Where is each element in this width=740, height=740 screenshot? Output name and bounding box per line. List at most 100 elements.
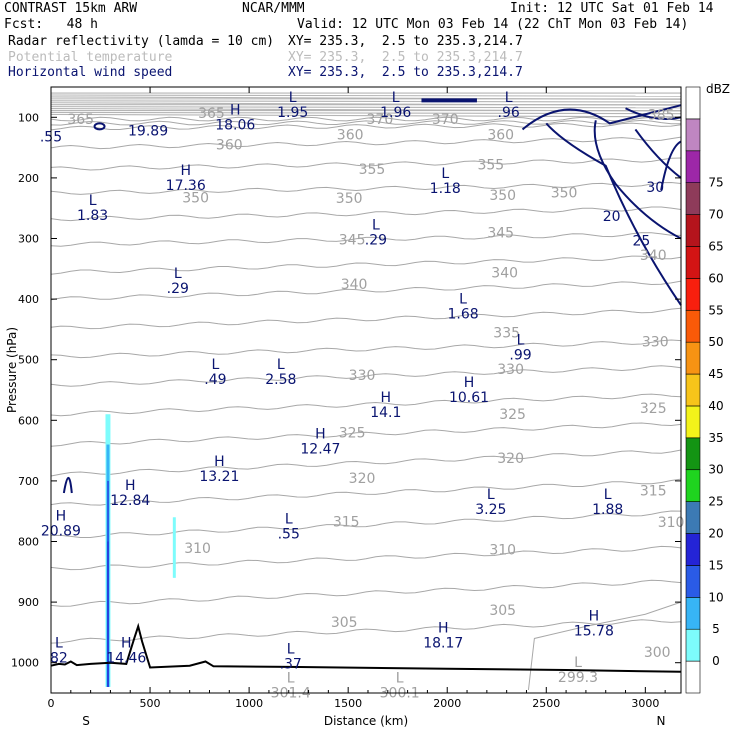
theta-line (50, 393, 682, 417)
extremum-kind: H (180, 163, 191, 179)
model-title: CONTRAST 15km ARW (4, 1, 138, 16)
colorbar-swatch (685, 278, 701, 311)
theta-line (50, 119, 681, 126)
theta-line (50, 181, 682, 195)
theta-label: 310 (658, 515, 685, 531)
extremum-value: 300.1 (380, 686, 420, 702)
theta-line (50, 111, 682, 115)
extremum-kind: H (589, 608, 600, 624)
x-tick-label: 3000 (631, 697, 659, 710)
theta-line (50, 339, 682, 359)
field-xy-reflectivity: XY= 235.3, 2.5 to 235.3,214.7 (288, 34, 523, 49)
theta-label: 310 (184, 541, 211, 557)
extremum-kind: L (459, 291, 467, 307)
extremum-kind: H (315, 427, 326, 443)
theta-line (50, 619, 682, 644)
forecast-hour: Fcst: 48 h (4, 17, 98, 32)
reflectivity-shading (105, 414, 176, 687)
theta-line (50, 157, 682, 171)
theta-line (50, 449, 682, 477)
y-tick-label: 200 (18, 172, 39, 185)
extremum-value: .29 (167, 281, 189, 297)
colorbar-tick-label: 50 (708, 335, 723, 349)
y-tick-label: 600 (18, 414, 39, 427)
extremum-value: .99 (509, 348, 531, 364)
theta-line (50, 94, 682, 97)
theta-label: 370 (432, 112, 459, 128)
theta-label: 340 (341, 277, 368, 293)
y-tick-label: 1000 (11, 657, 39, 670)
wind-contour-label: 30 (646, 180, 664, 196)
theta-label: 385 (648, 107, 675, 123)
org-label: NCAR/MMM (242, 1, 305, 16)
extremum-value: 2.58 (265, 372, 296, 388)
theta-label: 330 (497, 362, 524, 378)
wind-contour-label: 20 (603, 209, 621, 225)
wind-line (62, 476, 73, 494)
extremum-value: 301.4 (271, 686, 311, 702)
extremum-kind: H (56, 508, 67, 524)
extremum-value: 12.84 (110, 493, 150, 509)
theta-line (50, 422, 682, 447)
theta-line (527, 601, 682, 691)
colorbar-tick-label: 10 (708, 590, 723, 604)
colorbar-tick-label: 55 (708, 303, 723, 317)
extremum-kind: L (505, 90, 513, 106)
wind-contour-label: 25 (632, 233, 650, 249)
extremum-kind: L (487, 487, 495, 503)
theta-label: 330 (349, 368, 376, 384)
field-label-theta: Potential temperature (8, 50, 173, 65)
colorbar-swatch (685, 405, 701, 439)
extremum-value: .37 (280, 657, 302, 673)
extremum-value: 299.3 (558, 670, 598, 686)
extremum-kind: H (214, 454, 225, 470)
theta-line (50, 113, 682, 118)
wind-line (634, 128, 682, 179)
theta-contours (50, 87, 682, 693)
extremum-value: .55 (278, 526, 300, 542)
extremum-value: .49 (204, 372, 226, 388)
colorbar-tick-label: 5 (712, 622, 720, 636)
theta-label: 350 (551, 185, 578, 201)
theta-line (50, 255, 682, 275)
wind-line (593, 120, 682, 240)
extremum-kind: H (121, 636, 132, 652)
colorbar-title: dBZ (706, 82, 730, 96)
theta-label: 355 (359, 162, 386, 178)
theta-label: 365 (67, 112, 94, 128)
theta-label: 315 (333, 515, 360, 531)
colorbar-swatch (685, 182, 701, 215)
theta-label: 320 (497, 451, 524, 467)
theta-label: 350 (182, 190, 209, 206)
theta-label: 320 (349, 471, 376, 487)
colorbar-swatch (685, 373, 701, 407)
colorbar-swatch (685, 660, 701, 694)
extremum-value: .96 (498, 105, 520, 121)
valid-time: Valid: 12 UTC Mon 03 Feb 14 (22 ChT Mon … (297, 17, 689, 32)
extremum-kind: H (438, 620, 449, 636)
theta-label: 330 (642, 335, 669, 351)
colorbar-swatch (685, 341, 701, 375)
field-xy-theta: XY= 235.3, 2.5 to 235.3,214.7 (288, 50, 523, 65)
colorbar-tick-label: 25 (708, 495, 723, 509)
colorbar-tick-label: 35 (708, 431, 723, 445)
extremum-value: 19.89 (128, 123, 168, 139)
theta-line (50, 478, 682, 506)
theta-line (50, 122, 682, 131)
extremum-value: 3.25 (475, 502, 506, 518)
extremum-value: 1.68 (447, 306, 478, 322)
colorbar-tick-label: 15 (708, 558, 723, 572)
right-endpoint-label: N (657, 714, 666, 728)
terrain (50, 622, 682, 673)
colorbar-swatch (685, 214, 701, 247)
extremum-kind: L (372, 217, 380, 233)
y-tick-label: 800 (18, 536, 39, 549)
theta-label: 360 (337, 127, 364, 143)
colorbar-tick-label: 75 (708, 176, 723, 190)
y-tick-label: 100 (18, 111, 39, 124)
extremum-kind: H (125, 478, 136, 494)
theta-label: 310 (489, 542, 516, 558)
colorbar-swatch (685, 437, 701, 471)
